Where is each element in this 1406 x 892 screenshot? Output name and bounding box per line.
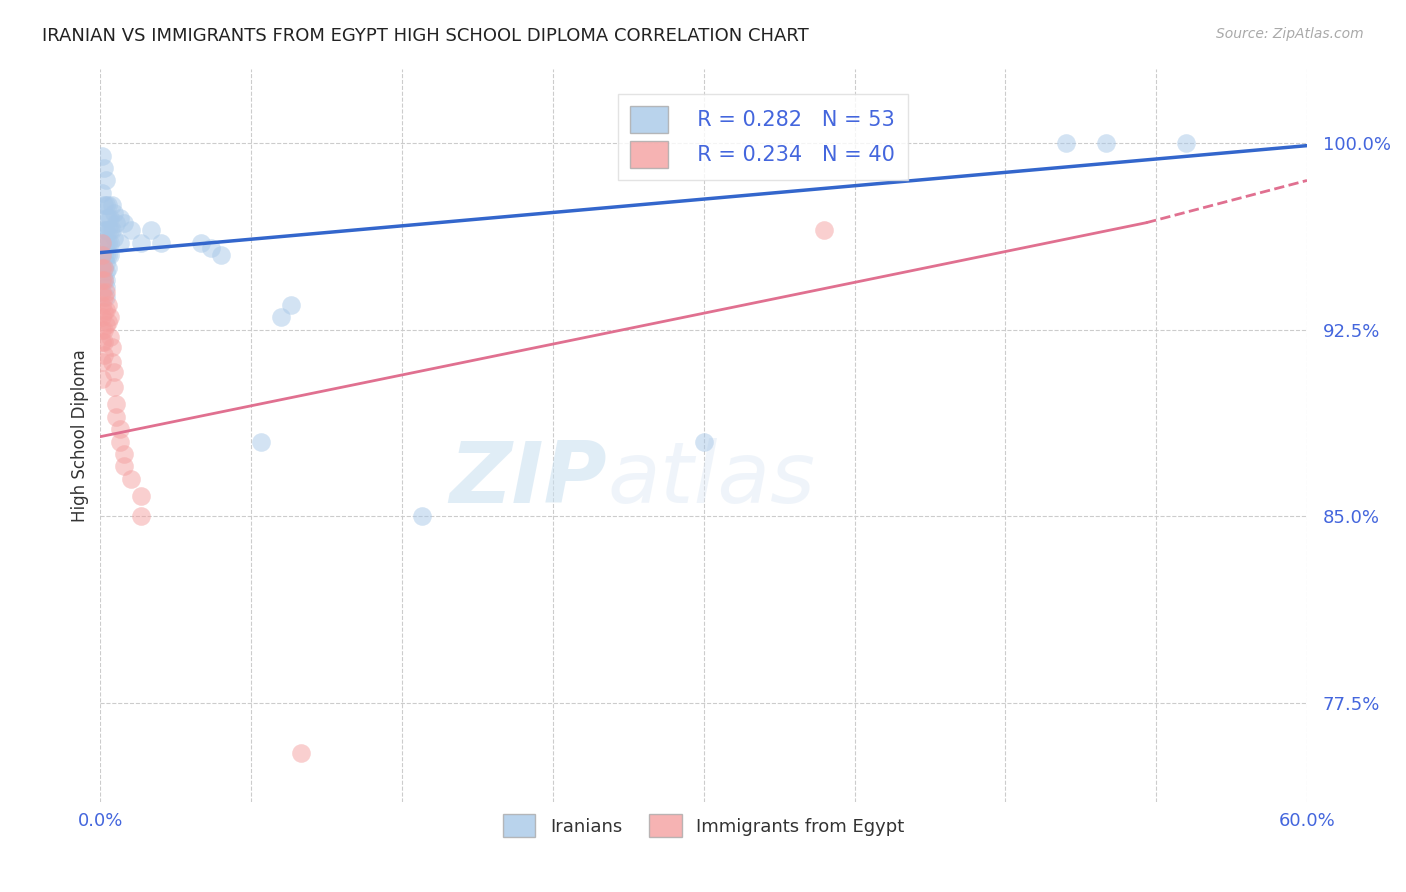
Point bbox=[96, 265, 118, 279]
Point bbox=[93, 248, 115, 262]
Point bbox=[93, 273, 115, 287]
Point bbox=[97, 198, 120, 212]
Point bbox=[93, 198, 115, 212]
Point bbox=[101, 340, 124, 354]
Point bbox=[100, 223, 122, 237]
Point bbox=[91, 248, 114, 262]
Point bbox=[1175, 136, 1198, 150]
Point bbox=[100, 235, 122, 250]
Point bbox=[97, 260, 120, 275]
Point bbox=[97, 211, 120, 225]
Point bbox=[93, 290, 115, 304]
Point bbox=[93, 305, 115, 319]
Point bbox=[91, 335, 114, 350]
Point bbox=[96, 173, 118, 187]
Point bbox=[96, 290, 118, 304]
Point bbox=[93, 260, 115, 275]
Point bbox=[91, 372, 114, 386]
Point bbox=[97, 235, 120, 250]
Point bbox=[91, 235, 114, 250]
Point bbox=[200, 241, 222, 255]
Point bbox=[1054, 136, 1077, 150]
Point bbox=[110, 422, 132, 436]
Point bbox=[93, 260, 115, 275]
Point bbox=[105, 397, 128, 411]
Y-axis label: High School Diploma: High School Diploma bbox=[72, 349, 89, 522]
Point bbox=[692, 434, 714, 449]
Point bbox=[91, 310, 114, 325]
Text: Source: ZipAtlas.com: Source: ZipAtlas.com bbox=[1216, 27, 1364, 41]
Point bbox=[103, 365, 125, 379]
Point bbox=[96, 318, 118, 332]
Point bbox=[105, 409, 128, 424]
Point bbox=[114, 216, 136, 230]
Point bbox=[250, 434, 273, 449]
Point bbox=[93, 273, 115, 287]
Point bbox=[190, 235, 212, 250]
Point bbox=[96, 285, 118, 300]
Point bbox=[93, 223, 115, 237]
Point bbox=[96, 235, 118, 250]
Point bbox=[91, 285, 114, 300]
Point bbox=[96, 223, 118, 237]
Point bbox=[91, 355, 114, 369]
Point bbox=[96, 273, 118, 287]
Legend: Iranians, Immigrants from Egypt: Iranians, Immigrants from Egypt bbox=[496, 807, 911, 845]
Point bbox=[97, 298, 120, 312]
Point bbox=[93, 347, 115, 361]
Point bbox=[209, 248, 232, 262]
Point bbox=[290, 746, 312, 760]
Point bbox=[103, 380, 125, 394]
Point bbox=[114, 459, 136, 474]
Point bbox=[91, 273, 114, 287]
Point bbox=[411, 509, 433, 524]
Point bbox=[96, 255, 118, 269]
Point bbox=[114, 447, 136, 461]
Point bbox=[96, 280, 118, 294]
Point bbox=[101, 198, 124, 212]
Point bbox=[97, 248, 120, 262]
Text: IRANIAN VS IMMIGRANTS FROM EGYPT HIGH SCHOOL DIPLOMA CORRELATION CHART: IRANIAN VS IMMIGRANTS FROM EGYPT HIGH SC… bbox=[42, 27, 808, 45]
Point bbox=[93, 323, 115, 337]
Point bbox=[91, 148, 114, 162]
Point bbox=[103, 230, 125, 244]
Point bbox=[129, 235, 152, 250]
Point bbox=[103, 206, 125, 220]
Point bbox=[91, 298, 114, 312]
Point bbox=[97, 315, 120, 329]
Point bbox=[110, 235, 132, 250]
Point bbox=[91, 186, 114, 200]
Point bbox=[96, 248, 118, 262]
Point bbox=[105, 216, 128, 230]
Point bbox=[280, 298, 302, 312]
Point bbox=[100, 248, 122, 262]
Point bbox=[97, 223, 120, 237]
Point bbox=[93, 235, 115, 250]
Point bbox=[101, 223, 124, 237]
Point bbox=[93, 335, 115, 350]
Text: atlas: atlas bbox=[607, 438, 815, 521]
Point bbox=[139, 223, 162, 237]
Point bbox=[100, 211, 122, 225]
Point bbox=[270, 310, 292, 325]
Point bbox=[100, 310, 122, 325]
Point bbox=[100, 330, 122, 344]
Point bbox=[120, 223, 142, 237]
Text: ZIP: ZIP bbox=[450, 438, 607, 521]
Point bbox=[101, 355, 124, 369]
Point bbox=[120, 472, 142, 486]
Point bbox=[91, 323, 114, 337]
Point bbox=[129, 489, 152, 503]
Point bbox=[129, 509, 152, 524]
Point bbox=[149, 235, 172, 250]
Point bbox=[110, 211, 132, 225]
Point bbox=[91, 260, 114, 275]
Point bbox=[110, 434, 132, 449]
Point bbox=[1095, 136, 1118, 150]
Point bbox=[96, 302, 118, 317]
Point bbox=[813, 223, 835, 237]
Point bbox=[96, 211, 118, 225]
Point bbox=[96, 198, 118, 212]
Point bbox=[93, 161, 115, 175]
